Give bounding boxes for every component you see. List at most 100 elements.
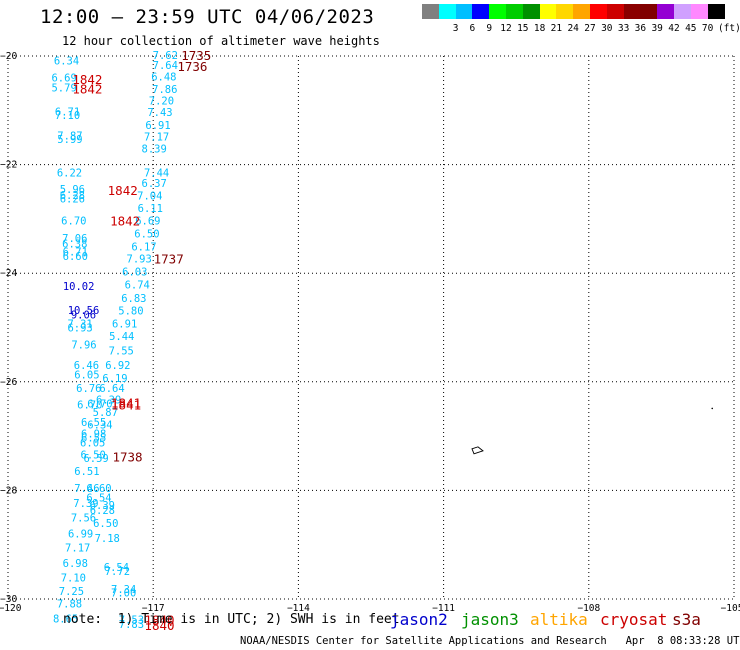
swh-label: 5.79 <box>51 82 76 94</box>
swh-label: 6.46 <box>74 360 99 372</box>
scale-swatch <box>506 4 524 19</box>
swh-label: 6.99 <box>68 528 93 540</box>
swh-label: 7.88 <box>57 598 82 610</box>
swh-label: 6.28 <box>90 505 115 517</box>
swh-label: 6.39 <box>90 500 115 512</box>
swh-label: 6.19 <box>102 373 127 385</box>
swh-label: 6.59 <box>83 453 108 465</box>
swh-label: 6.98 <box>81 428 106 440</box>
scale-label: 3 <box>452 23 459 34</box>
swh-label: 5.99 <box>57 134 82 146</box>
scale-swatch <box>539 4 557 19</box>
swh-label: 6.17 <box>131 242 156 254</box>
units-note: note: 1) Time is in UTC; 2) SWH is in fe… <box>63 612 400 627</box>
swh-label: 7.44 <box>144 168 169 180</box>
swh-label: 6.76 <box>76 383 101 395</box>
pass-time-label: 1735 <box>181 48 211 63</box>
island-outline <box>471 446 484 455</box>
scale-swatch <box>623 4 641 19</box>
x-tick-label: −120 <box>0 603 22 614</box>
swh-label: 7.25 <box>59 586 84 598</box>
swh-label: 7.20 <box>149 96 174 108</box>
x-tick-label: −111 <box>432 603 455 614</box>
y-tick-label: −26 <box>0 377 17 388</box>
swh-label: 6.37 <box>142 178 167 190</box>
y-tick-label: −30 <box>0 594 17 605</box>
swh-label: 7.87 <box>57 130 82 142</box>
swh-label: 7.06 <box>62 233 87 245</box>
y-tick-label: −20 <box>0 51 17 62</box>
swh-label: 6.39 <box>96 395 121 407</box>
pass-time-label: 1842 <box>110 214 140 229</box>
swh-label: 6.05 <box>74 370 99 382</box>
swh-label: 7.96 <box>71 339 96 351</box>
pass-time-label: 1737 <box>154 252 184 267</box>
pass-time-label: 1840 <box>144 613 174 628</box>
swh-label: 6.70 <box>77 400 102 412</box>
swh-label: 6.05 <box>80 438 105 450</box>
chart-title: 12:00 — 23:59 UTC 04/06/2023 <box>40 6 375 28</box>
y-tick-label: −24 <box>0 268 17 279</box>
scale-swatch <box>674 4 692 19</box>
legend-s3a: s3a <box>672 610 701 629</box>
swh-label: 7.00 <box>111 587 136 599</box>
swh-label: 7.93 <box>127 254 152 266</box>
swh-label: 7.56 <box>71 513 96 525</box>
scale-swatch <box>690 4 708 19</box>
scale-swatch <box>472 4 490 19</box>
scale-label: 9 <box>486 23 493 34</box>
x-tick-label: −105 <box>721 603 740 614</box>
swh-label: 6.48 <box>151 72 176 84</box>
swh-label: 6.34 <box>87 420 112 432</box>
scale-label: 24 <box>567 23 579 34</box>
swh-label: 5.80 <box>118 306 143 318</box>
swh-label: 6.91 <box>112 319 137 331</box>
scale-label: 30 <box>601 23 613 34</box>
swh-label: 6.64 <box>99 383 124 395</box>
scale-swatch <box>522 4 540 19</box>
pass-time-label: 1841 <box>111 398 141 413</box>
pass-time-label: 1842 <box>72 72 102 87</box>
y-tick-label: −22 <box>0 160 17 171</box>
scale-unit-label: (ft) <box>717 23 740 34</box>
scale-label: 70 <box>701 23 714 34</box>
swh-label: 7.04 <box>137 191 162 203</box>
swh-label: 6.60 <box>86 483 111 495</box>
scale-label: 36 <box>634 23 647 34</box>
x-tick-label: −117 <box>142 603 165 614</box>
swh-label: 6.92 <box>105 360 130 372</box>
scale-label: 27 <box>584 23 596 34</box>
islet-dot <box>711 407 714 410</box>
swh-label: 7.18 <box>95 533 120 545</box>
swh-label: 7.43 <box>147 107 172 119</box>
swh-label: 7.83 <box>119 619 144 631</box>
scale-label: 21 <box>550 23 563 34</box>
swh-label: 10.02 <box>63 281 95 293</box>
swh-label: 7.64 <box>153 60 178 72</box>
scale-swatch <box>707 4 725 19</box>
scale-label: 45 <box>685 23 697 34</box>
swh-label: 6.28 <box>60 190 85 202</box>
swh-label: 7.55 <box>109 345 134 357</box>
swh-label: 6.55 <box>81 433 106 445</box>
scale-swatch <box>606 4 624 19</box>
legend-jason3: jason3 <box>461 610 519 629</box>
scale-swatch <box>573 4 591 19</box>
swh-label: 6.69 <box>51 73 76 85</box>
pass-time-label: 1842 <box>72 82 102 97</box>
swh-label: 5.96 <box>60 184 85 196</box>
scale-swatch <box>640 4 658 19</box>
swh-label: 8.39 <box>142 143 167 155</box>
swh-label: 6.50 <box>134 229 159 241</box>
swh-label: 6.74 <box>125 280 150 292</box>
scale-label: 6 <box>469 23 476 34</box>
swh-label: 7.86 <box>152 84 177 96</box>
swh-label: 7.10 <box>55 110 80 122</box>
swh-label: 7.72 <box>105 566 130 578</box>
swh-label: 6.51 <box>74 466 99 478</box>
swh-label: 5.87 <box>93 407 118 419</box>
scale-label: 18 <box>533 23 546 34</box>
swh-label: 6.50 <box>93 518 118 530</box>
swh-label: 6.55 <box>81 417 106 429</box>
scale-label: 39 <box>651 23 663 34</box>
